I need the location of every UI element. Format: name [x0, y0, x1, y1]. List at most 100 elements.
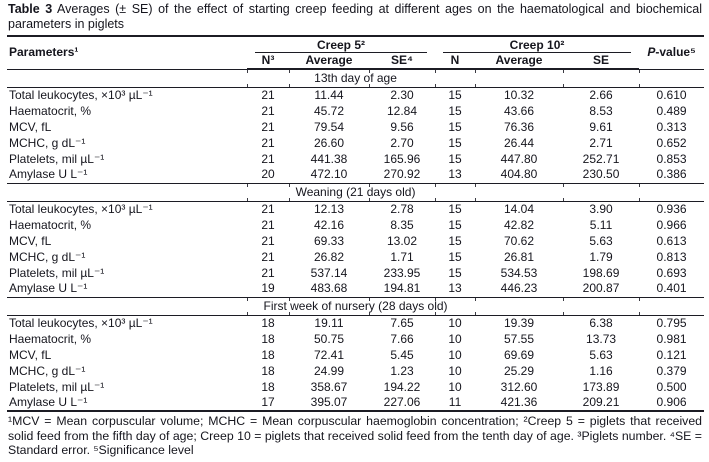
n-cell: 21: [261, 249, 275, 264]
se-cell: 3.90: [589, 201, 613, 216]
p-value-cell: 0.936: [656, 201, 687, 216]
table-row: Haematocrit, % 21 45.72 12.84 15 43.66 8…: [7, 103, 704, 119]
average-cell: 358.67: [310, 379, 348, 394]
average-cell: 57.55: [504, 331, 535, 346]
p-rest: -value⁵: [655, 45, 696, 60]
param-cell: MCV, fL: [9, 347, 52, 362]
table-row: Platelets, mil µL⁻¹ 18 358.67 194.22 10 …: [7, 379, 704, 395]
table-row: Platelets, mil µL⁻¹ 21 441.38 165.96 15 …: [7, 151, 704, 167]
table-row: MCHC, g dL⁻¹ 21 26.60 2.70 15 26.44 2.71…: [7, 135, 704, 151]
header-se2: SE: [563, 53, 640, 70]
n-cell: 10: [448, 347, 462, 362]
n-cell: 15: [448, 135, 462, 150]
average-cell: 19.11: [314, 315, 344, 330]
table-caption: Table 3 Averages (± SE) of the effect of…: [8, 2, 702, 32]
se-cell: 165.96: [383, 151, 421, 166]
p-value-cell: 0.652: [656, 135, 687, 150]
n-cell: 21: [261, 119, 275, 134]
p-value-cell: 0.853: [656, 151, 687, 166]
average-cell: 537.14: [310, 265, 348, 280]
se-cell: 5.63: [589, 233, 613, 248]
n-cell: 18: [261, 315, 275, 330]
n-cell: 10: [448, 363, 462, 378]
header-group-creep5: Creep 5²: [247, 36, 436, 53]
se-cell: 2.70: [390, 135, 414, 150]
average-cell: 26.82: [313, 249, 345, 264]
average-cell: 26.81: [504, 249, 535, 264]
average-cell: 446.23: [500, 281, 538, 296]
n-cell: 13: [448, 281, 462, 296]
average-cell: 404.80: [500, 167, 538, 182]
n-cell: 21: [261, 201, 275, 216]
p-value-cell: 0.795: [656, 315, 687, 330]
p-value-cell: 0.489: [656, 103, 687, 118]
average-cell: 50.75: [313, 331, 345, 346]
se-cell: 5.11: [589, 217, 613, 232]
table-row: Total leukocytes, ×10³ µL⁻¹ 18 19.11 7.6…: [7, 315, 704, 331]
se-cell: 227.06: [383, 395, 421, 409]
table-row: MCV, fL 21 69.33 13.02 15 70.62 5.63 0.6…: [7, 233, 704, 249]
se-cell: 2.66: [589, 87, 613, 102]
n-cell: 18: [261, 331, 275, 346]
n-cell: 21: [261, 265, 275, 280]
se-cell: 194.81: [383, 281, 421, 296]
n-cell: 21: [261, 233, 275, 248]
param-cell: Haematocrit, %: [9, 331, 92, 346]
p-value-cell: 0.121: [656, 347, 687, 362]
n-cell: 15: [448, 201, 462, 216]
se-cell: 8.53: [589, 103, 613, 118]
table-row: Haematocrit, % 18 50.75 7.66 10 57.55 13…: [7, 331, 704, 347]
average-cell: 472.10: [310, 167, 348, 182]
average-cell: 447.80: [500, 151, 538, 166]
average-cell: 69.69: [504, 347, 535, 362]
n-cell: 11: [448, 395, 462, 409]
param-cell: Total leukocytes, ×10³ µL⁻¹: [9, 315, 153, 330]
param-cell: MCV, fL: [9, 233, 52, 248]
header-average2: Average: [475, 53, 564, 70]
n-cell: 10: [448, 315, 462, 330]
average-cell: 421.36: [500, 395, 538, 409]
se-cell: 2.30: [390, 87, 414, 102]
average-cell: 72.41: [313, 347, 345, 362]
header-average1: Average: [289, 53, 369, 70]
average-cell: 69.33: [313, 233, 345, 248]
table-row: Platelets, mil µL⁻¹ 21 537.14 233.95 15 …: [7, 265, 704, 281]
header-parameters: Parameters¹: [9, 45, 79, 60]
n-cell: 18: [261, 379, 275, 394]
average-cell: 534.53: [500, 265, 538, 280]
section-header-nursery: First week of nursery (28 days old): [7, 296, 705, 316]
n-cell: 20: [261, 167, 275, 182]
average-cell: 12.13: [313, 201, 345, 216]
average-cell: 76.36: [504, 119, 535, 134]
table-row: Amylase U L⁻¹ 20 472.10 270.92 13 404.80…: [7, 167, 704, 183]
average-cell: 43.66: [504, 103, 535, 118]
section-title: Weaning (21 days old): [7, 182, 705, 202]
section-header-weaning: Weaning (21 days old): [7, 182, 705, 202]
n-cell: 21: [261, 217, 275, 232]
se-cell: 252.71: [582, 151, 620, 166]
n-cell: 15: [448, 233, 462, 248]
se-cell: 1.16: [589, 363, 613, 378]
average-cell: 14.04: [504, 201, 535, 216]
se-cell: 5.45: [390, 347, 414, 362]
table-row: Amylase U L⁻¹ 17 395.07 227.06 11 421.36…: [7, 395, 704, 411]
se-cell: 209.21: [582, 395, 620, 409]
p-value-cell: 0.386: [656, 167, 687, 182]
average-cell: 10.32: [504, 87, 535, 102]
se-cell: 194.22: [383, 379, 421, 394]
header-n2: N: [435, 53, 476, 70]
table-row: Total leukocytes, ×10³ µL⁻¹ 21 11.44 2.3…: [7, 87, 704, 103]
header-se1: SE⁴: [369, 53, 436, 70]
average-cell: 70.62: [504, 233, 535, 248]
table-row: Haematocrit, % 21 42.16 8.35 15 42.82 5.…: [7, 217, 704, 233]
table-row: Total leukocytes, ×10³ µL⁻¹ 21 12.13 2.7…: [7, 201, 704, 217]
table-row: Amylase U L⁻¹ 19 483.68 194.81 13 446.23…: [7, 281, 704, 297]
n-cell: 21: [261, 103, 275, 118]
table-row: MCV, fL 18 72.41 5.45 10 69.69 5.63 0.12…: [7, 347, 704, 363]
se-cell: 12.84: [386, 103, 418, 118]
average-cell: 79.54: [313, 119, 345, 134]
p-value-cell: 0.981: [656, 331, 687, 346]
param-cell: Haematocrit, %: [9, 217, 92, 232]
se-cell: 7.66: [390, 331, 414, 346]
p-value-cell: 0.379: [656, 363, 687, 378]
